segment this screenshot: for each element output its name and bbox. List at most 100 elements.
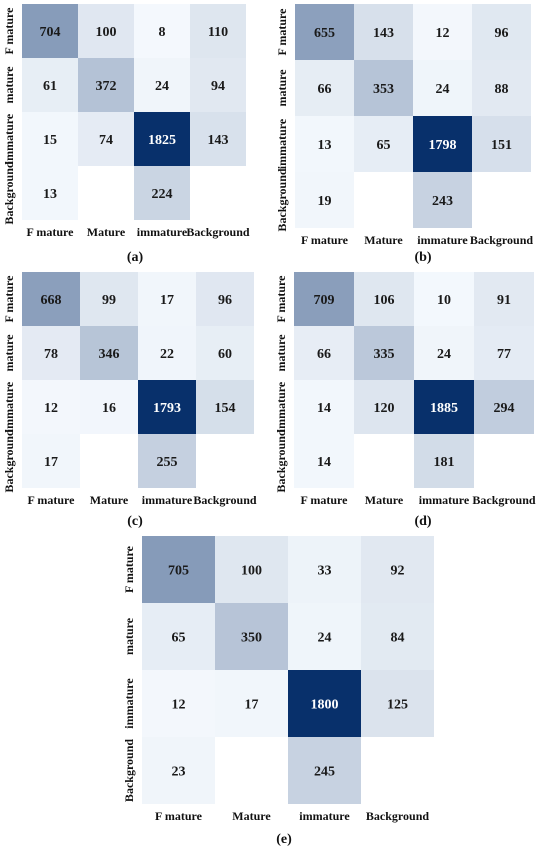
cell-value-c-r3-c0: 17 (44, 455, 58, 470)
panel-label-d: (d) (414, 514, 432, 529)
cell-value-d-r1-c2: 24 (437, 347, 451, 362)
cell-value-b-r3-c2: 243 (432, 194, 453, 209)
cell-value-a-r1-c3: 94 (211, 79, 225, 94)
x-tick-label-c-mature: Mature (90, 493, 129, 507)
y-tick-label-a-mature: mature (2, 66, 16, 104)
heatmap-cell-a-r1-c3 (190, 58, 246, 112)
y-tick-label-e-f-mature: F mature (122, 545, 136, 593)
heatmap-cell-d-r0-c0 (294, 272, 354, 326)
cell-value-b-r2-c3: 151 (491, 138, 512, 153)
cell-value-b-r1-c3: 88 (495, 82, 509, 97)
heatmap-cell-e-r3-c0 (142, 737, 215, 804)
cell-value-b-r0-c1: 143 (373, 26, 394, 41)
cell-value-d-r0-c0: 709 (314, 293, 335, 308)
cell-value-e-r3-c2: 245 (314, 765, 335, 780)
cell-value-d-r2-c1: 120 (374, 401, 395, 416)
panel-label-b: (b) (414, 250, 432, 265)
heatmap-cell-b-r3-c1 (354, 172, 413, 228)
heatmap-cell-d-r2-c3 (474, 380, 534, 434)
heatmap-cell-e-r1-c3 (361, 603, 434, 670)
cell-value-e-r1-c3: 84 (391, 631, 405, 646)
heatmap-cell-c-r3-c1 (80, 434, 138, 488)
x-tick-label-d-background: Background (472, 493, 535, 507)
cell-value-a-r1-c0: 61 (43, 79, 57, 94)
heatmap-cell-c-r1-c1 (80, 326, 138, 380)
heatmap-cell-b-r3-c2 (413, 172, 472, 228)
confusion-matrix-b-svg: 655 143 12 96 66 353 24 88 13 65 1798 151 19 243 F mat… (275, 4, 533, 247)
heatmap-cell-b-r2-c1 (354, 116, 413, 172)
heatmap-cell-e-r3-c2 (288, 737, 361, 804)
x-tick-label-e-mature: Mature (232, 809, 271, 823)
cell-value-c-r0-c3: 96 (218, 293, 232, 308)
heatmap-cell-c-r0-c0 (22, 272, 80, 326)
cell-value-a-r0-c1: 100 (96, 25, 117, 40)
cell-value-b-r3-c0: 19 (318, 194, 332, 209)
x-tick-label-d-immature: immature (419, 493, 470, 507)
y-tick-label-d-f-mature: F mature (274, 275, 288, 323)
y-tick-label-b-immature: immature (275, 118, 289, 169)
heatmap-cell-a-r1-c1 (78, 58, 134, 112)
heatmap-cell-b-r2-c2 (413, 116, 472, 172)
cell-value-a-r2-c1: 74 (99, 133, 113, 148)
cell-value-a-r0-c3: 110 (208, 25, 228, 40)
cell-value-e-r0-c0: 705 (168, 564, 189, 579)
cell-value-a-r0-c0: 704 (40, 25, 61, 40)
heatmap-cell-e-r2-c0 (142, 670, 215, 737)
heatmap-cell-e-r1-c1 (215, 603, 288, 670)
cell-value-c-r2-c1: 16 (102, 401, 116, 416)
heatmap-cell-b-r3-c0 (295, 172, 354, 228)
cell-value-a-r2-c0: 15 (43, 133, 57, 148)
heatmap-cell-e-r0-c1 (215, 536, 288, 603)
heatmap-cell-d-r3-c0 (294, 434, 354, 488)
x-tick-label-a-f-mature: F mature (27, 225, 75, 239)
cell-value-d-r2-c2: 1885 (430, 401, 458, 416)
heatmap-cell-b-r0-c1 (354, 4, 413, 60)
heatmap-cell-b-r0-c3 (472, 4, 531, 60)
y-tick-label-c-background: Background (2, 429, 16, 492)
cell-value-e-r0-c1: 100 (241, 564, 262, 579)
y-tick-label-c-immature: immature (2, 381, 16, 432)
x-tick-label-e-f-mature: F mature (155, 809, 203, 823)
heatmap-cell-d-r0-c3 (474, 272, 534, 326)
heatmap-cell-d-r3-c2 (414, 434, 474, 488)
heatmap-cell-a-r1-c2 (134, 58, 190, 112)
heatmap-cell-c-r0-c3 (196, 272, 254, 326)
heatmap-cell-d-r1-c2 (414, 326, 474, 380)
heatmap-cell-e-r0-c0 (142, 536, 215, 603)
confusion-matrix-e-svg: 705 100 33 92 65 350 24 84 12 17 1800 125 23 245 F mat… (122, 536, 434, 823)
heatmap-cell-d-r1-c0 (294, 326, 354, 380)
heatmap-cell-b-r1-c1 (354, 60, 413, 116)
confusion-matrix-c-svg: 668 99 17 96 78 346 22 60 12 16 1793 154 17 255 F matu… (2, 272, 257, 507)
y-tick-label-e-immature: immature (122, 678, 136, 729)
heatmap-cell-b-r1-c0 (295, 60, 354, 116)
cell-value-e-r2-c1: 17 (245, 698, 259, 713)
heatmap-cell-a-r0-c3 (190, 4, 246, 58)
heatmap-cell-c-r3-c0 (22, 434, 80, 488)
x-tick-label-e-background: Background (366, 809, 429, 823)
heatmap-cell-b-r0-c2 (413, 4, 472, 60)
cell-value-d-r3-c0: 14 (317, 455, 331, 470)
heatmap-cell-e-r0-c2 (288, 536, 361, 603)
x-tick-label-a-mature: Mature (87, 225, 126, 239)
heatmap-cell-a-r0-c2 (134, 4, 190, 58)
y-tick-label-d-background: Background (274, 429, 288, 492)
cell-value-c-r1-c0: 78 (44, 347, 58, 362)
y-tick-label-b-background: Background (275, 168, 289, 231)
heatmap-cell-e-r3-c3 (361, 737, 434, 804)
heatmap-cell-e-r2-c2 (288, 670, 361, 737)
y-tick-label-b-f-mature: F mature (275, 8, 289, 56)
heatmap-cell-c-r1-c3 (196, 326, 254, 380)
y-tick-label-d-mature: mature (274, 334, 288, 372)
cell-value-e-r2-c2: 1800 (311, 698, 339, 713)
heatmap-cell-a-r2-c0 (22, 112, 78, 166)
x-tick-label-a-immature: immature (137, 225, 188, 239)
heatmap-cell-b-r2-c0 (295, 116, 354, 172)
cell-value-e-r1-c2: 24 (318, 631, 332, 646)
heatmap-cell-e-r2-c3 (361, 670, 434, 737)
cell-value-b-r1-c2: 24 (436, 82, 450, 97)
heatmap-cell-c-r0-c1 (80, 272, 138, 326)
heatmap-cell-a-r1-c0 (22, 58, 78, 112)
x-tick-label-b-immature: immature (417, 233, 468, 247)
cell-value-e-r1-c1: 350 (241, 631, 262, 646)
cell-value-d-r3-c2: 181 (434, 455, 455, 470)
